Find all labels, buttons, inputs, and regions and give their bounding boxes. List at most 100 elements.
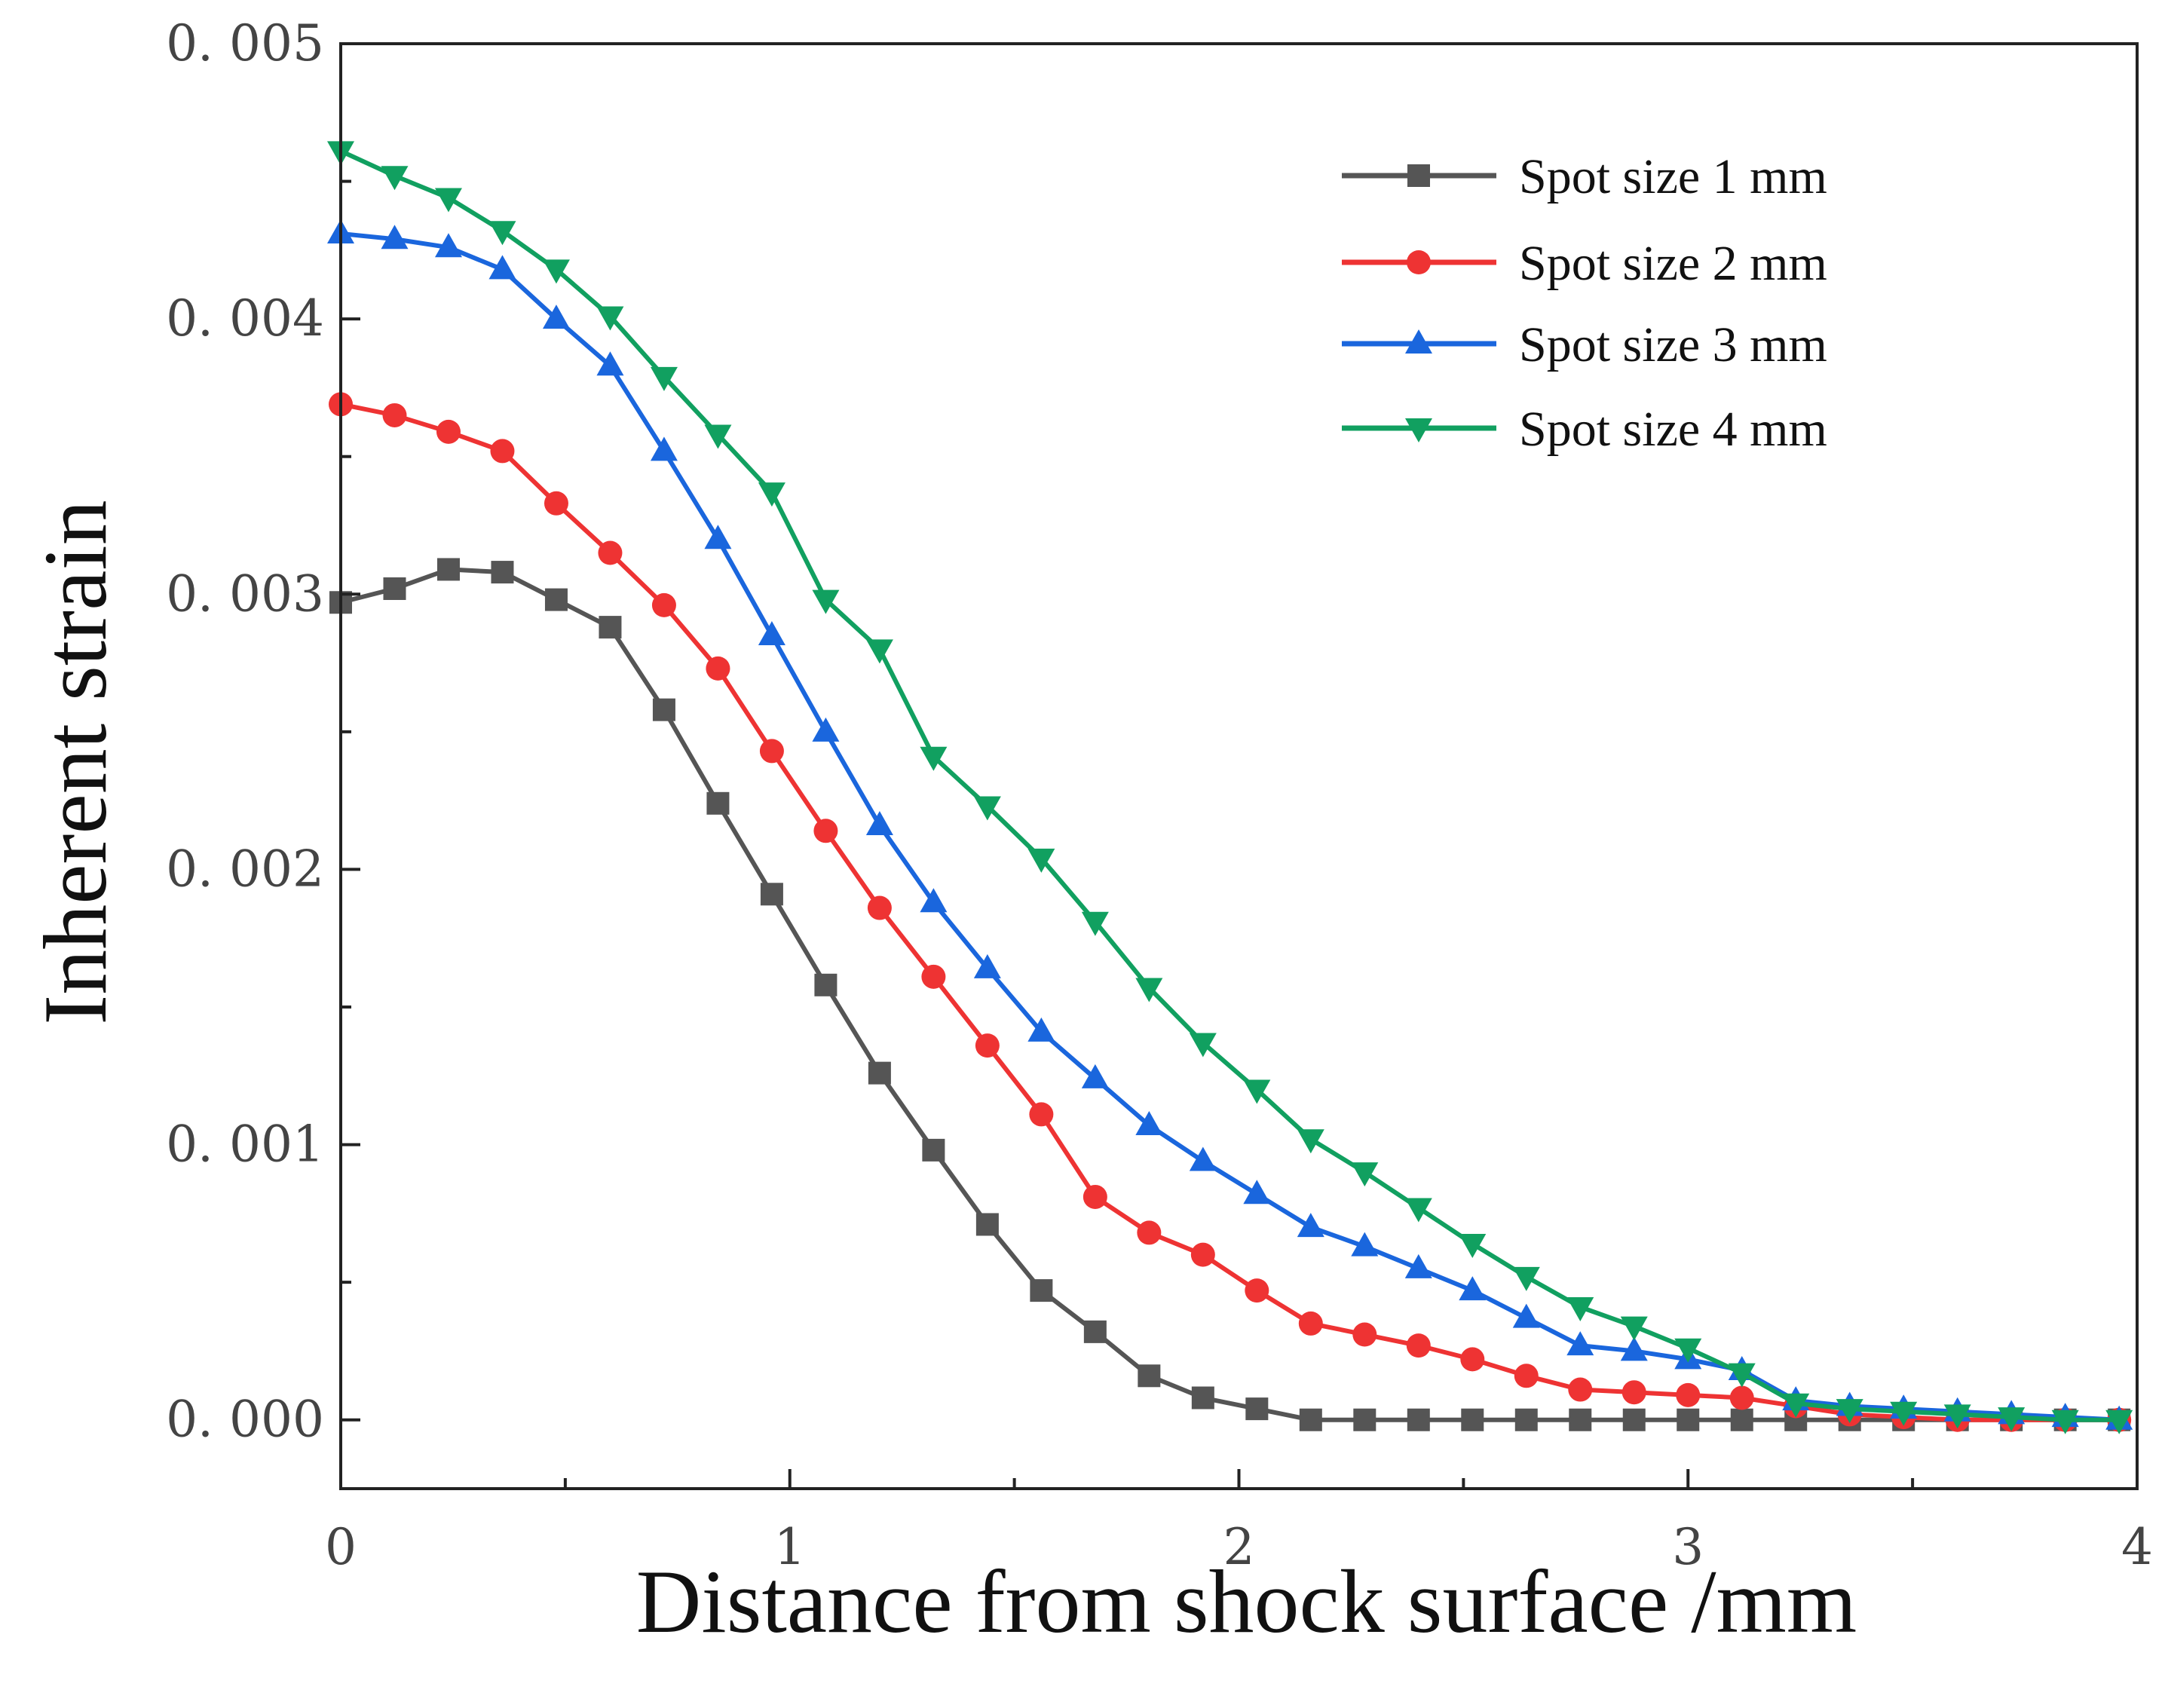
data-point <box>1514 1408 1538 1431</box>
data-point <box>542 305 570 329</box>
data-point <box>381 166 409 191</box>
data-point <box>599 616 622 639</box>
data-point <box>1190 1242 1215 1267</box>
data-point <box>1566 1331 1594 1356</box>
data-point <box>1569 1408 1592 1431</box>
data-point <box>1191 1386 1214 1410</box>
data-point <box>1081 911 1109 936</box>
data-point <box>1083 1320 1107 1343</box>
data-point <box>652 698 675 721</box>
data-point <box>1189 1146 1217 1171</box>
x-tick-label: 3 <box>1672 1518 1704 1576</box>
data-point <box>1836 1399 1863 1424</box>
data-point <box>867 895 892 920</box>
data-point <box>1027 848 1055 873</box>
data-point <box>1621 1380 1646 1405</box>
data-point <box>812 589 840 614</box>
legend-item: Spot size 2 mm <box>1342 236 1827 291</box>
data-point <box>596 306 624 331</box>
data-point <box>651 592 676 617</box>
series-4 <box>327 141 2133 1434</box>
y-tick-label: 0. 001 <box>166 1116 324 1174</box>
data-point <box>1622 1408 1646 1431</box>
data-point <box>1782 1393 1810 1418</box>
data-point <box>1135 978 1163 1002</box>
y-tick-label: 0. 000 <box>166 1391 324 1449</box>
legend-marker <box>1407 164 1430 187</box>
series-3 <box>327 219 2133 1430</box>
data-point <box>1297 1129 1324 1154</box>
data-point <box>1243 1079 1271 1104</box>
data-point <box>704 424 732 449</box>
x-tick-label: 0 <box>325 1518 357 1576</box>
data-point <box>1029 1102 1054 1127</box>
data-point <box>760 883 783 906</box>
data-point <box>759 739 784 764</box>
legend-label: Spot size 1 mm <box>1519 149 1827 204</box>
series-line <box>340 231 2120 1422</box>
series-line <box>340 402 2120 1422</box>
data-point <box>381 225 409 249</box>
series-line <box>340 567 2120 1422</box>
data-point <box>1404 1198 1432 1223</box>
data-point <box>1299 1408 1322 1431</box>
y-axis-title: Inherent strain <box>25 500 125 1024</box>
legend-item: Spot size 1 mm <box>1342 149 1827 204</box>
data-point <box>1620 1316 1648 1341</box>
data-point <box>1138 1364 1161 1388</box>
data-point <box>975 1213 999 1236</box>
series-2 <box>329 392 2132 1432</box>
data-point <box>1406 1333 1431 1358</box>
data-point <box>1512 1303 1540 1328</box>
data-point <box>1297 1213 1324 1238</box>
data-point <box>490 439 515 464</box>
legend-marker <box>1405 329 1432 354</box>
data-point <box>1998 1407 2026 1432</box>
data-point <box>706 656 730 681</box>
data-point <box>975 1033 1000 1058</box>
data-point <box>1890 1401 1918 1426</box>
data-point <box>1189 1033 1217 1058</box>
data-point <box>1674 1338 1702 1363</box>
data-point <box>865 639 893 664</box>
data-point <box>973 796 1001 821</box>
y-tick-label: 0. 003 <box>166 565 324 623</box>
legend-label: Spot size 2 mm <box>1519 236 1827 291</box>
data-point <box>1352 1322 1377 1347</box>
series-1 <box>329 558 2131 1431</box>
data-point <box>1568 1377 1593 1402</box>
data-point <box>1514 1364 1539 1388</box>
data-point <box>434 188 462 213</box>
legend-label: Spot size 3 mm <box>1519 317 1827 372</box>
data-point <box>922 1138 945 1162</box>
data-point <box>544 491 568 516</box>
data-point <box>812 717 840 742</box>
data-point <box>1459 1276 1487 1301</box>
data-point <box>1460 1347 1485 1372</box>
data-point <box>1566 1297 1594 1322</box>
data-point <box>758 482 785 507</box>
data-point <box>1404 1253 1432 1278</box>
data-point <box>868 1061 891 1085</box>
data-point <box>488 255 516 280</box>
data-point <box>1082 1184 1107 1209</box>
data-point <box>1245 1397 1269 1421</box>
data-point <box>1407 1408 1430 1431</box>
x-axis-title: Distance from shock surface /mm <box>636 1551 1857 1651</box>
data-point <box>973 953 1001 978</box>
data-point <box>1620 1336 1648 1361</box>
data-point <box>1030 1279 1053 1302</box>
data-point <box>1081 1064 1109 1088</box>
data-point <box>1351 1232 1379 1257</box>
data-point <box>1728 1363 1756 1388</box>
data-point <box>1245 1278 1269 1303</box>
data-point <box>1135 1111 1163 1136</box>
y-tick-label: 0. 002 <box>166 840 324 898</box>
data-point <box>921 964 946 989</box>
data-point <box>488 221 516 246</box>
data-point <box>1027 1017 1055 1042</box>
legend-label: Spot size 4 mm <box>1519 402 1827 457</box>
data-point <box>1461 1408 1484 1431</box>
